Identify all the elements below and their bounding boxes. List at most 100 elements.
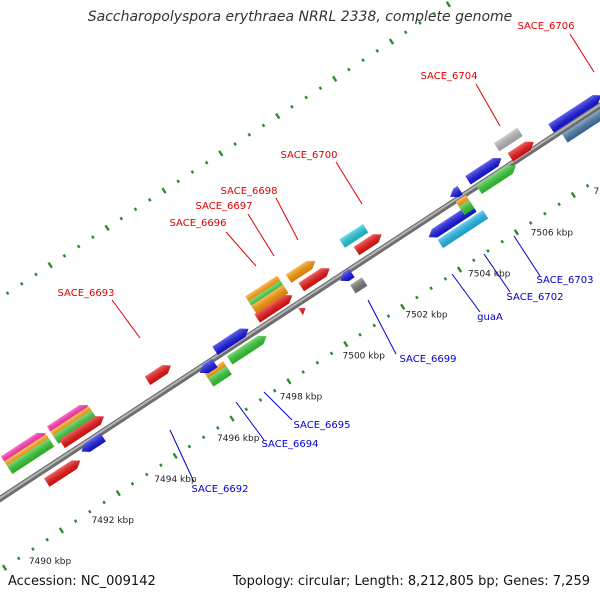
tick-mark: [62, 253, 67, 258]
tick-mark: [286, 378, 292, 385]
tick-mark: [543, 211, 547, 216]
gene-arrow-shade: [285, 260, 316, 283]
gene-feature: [44, 460, 81, 487]
gene-label: SACE_6697: [196, 201, 253, 212]
tick-mark: [471, 258, 476, 263]
gene-feature: [437, 210, 489, 249]
axis-tick-label: 7490 kbp: [29, 557, 72, 567]
gene-arrow-shade: [297, 307, 306, 317]
tick-mark: [187, 444, 192, 449]
axis-tick-label: 7506 kbp: [531, 228, 574, 238]
gene-arrow-shade: [199, 358, 218, 374]
tick-mark: [34, 272, 38, 277]
tick-mark: [161, 187, 167, 194]
tick-mark: [47, 261, 53, 269]
tick-mark: [329, 351, 334, 356]
gene-arrow-shade: [437, 210, 489, 249]
axis-tick-label: 7502 kbp: [405, 311, 448, 321]
callout-leader-line: [275, 197, 299, 241]
axis-tick-label: 7492 kbp: [92, 516, 135, 526]
gene-feature: [507, 141, 534, 162]
gene-feature: [297, 307, 306, 317]
gene-arrow-shade: [450, 186, 463, 198]
gene-label: SACE_6703: [537, 275, 594, 286]
tick-mark: [172, 452, 178, 460]
tick-mark: [358, 332, 362, 337]
gene-arrow-shade: [350, 277, 368, 294]
tick-mark: [513, 229, 520, 236]
gene-feature: [285, 260, 316, 283]
gene-label: SACE_6699: [400, 354, 457, 365]
tick-mark: [215, 426, 220, 430]
gene-arrow-shade: [455, 194, 472, 210]
tick-mark: [1, 564, 8, 571]
axis-tick-label: 7494 kbp: [154, 475, 197, 485]
gene-feature: [476, 165, 516, 194]
gene-arrow-shade: [562, 101, 600, 143]
tick-mark: [91, 235, 95, 240]
gene-feature: [458, 200, 475, 215]
tick-mark: [528, 221, 533, 225]
gene-arrow-shade: [226, 335, 267, 365]
tick-mark: [261, 123, 266, 128]
gene-feature: [339, 224, 369, 248]
gene-arrow-shade: [52, 410, 97, 444]
tick-mark: [418, 21, 422, 25]
gene-label: SACE_6700: [281, 150, 338, 161]
gene-arrow-shade: [144, 365, 171, 385]
gene-feature: [59, 416, 104, 449]
gene-feature: [212, 328, 249, 355]
tick-mark: [201, 435, 206, 440]
callout-leader-line: [513, 235, 541, 277]
gene-arrow-shade: [465, 158, 502, 185]
tick-mark: [88, 509, 92, 514]
callout-leader-line: [111, 299, 141, 339]
tick-mark: [361, 58, 365, 63]
backbone-highlight: [0, 103, 600, 500]
gene-label: SACE_6704: [421, 71, 478, 82]
gene-feature: [353, 234, 382, 256]
callout-leader-line: [235, 401, 265, 441]
gene-feature: [450, 186, 463, 198]
tick-mark: [19, 281, 24, 286]
tick-mark: [133, 207, 138, 212]
gene-feature: [562, 101, 600, 143]
tick-mark: [130, 481, 135, 486]
callout-leader-line: [451, 273, 481, 313]
tick-mark: [388, 38, 395, 45]
tick-mark: [176, 179, 181, 184]
tick-mark: [275, 112, 281, 120]
tick-mark: [415, 295, 419, 300]
callout-leader-line: [225, 231, 257, 267]
gene-label: SACE_6694: [262, 439, 319, 450]
axis-tick-label: 7498 kbp: [280, 393, 323, 403]
tick-mark: [5, 291, 10, 296]
tick-mark: [331, 75, 338, 82]
gene-feature: [254, 295, 293, 323]
gene-label: SACE_6702: [507, 292, 564, 303]
gene-feature: [207, 366, 232, 387]
tick-mark: [247, 132, 252, 137]
axis-tick-label: 7508 kbp: [593, 187, 600, 197]
axis-tick-label: 7500 kbp: [343, 352, 386, 362]
tick-mark: [244, 407, 249, 412]
map-title: Saccharopolyspora erythraea NRRL 2338, c…: [87, 9, 513, 25]
tick-mark: [456, 266, 463, 273]
accession-text: Accession: NC_009142: [8, 574, 156, 589]
axis-tick-label: 7496 kbp: [217, 434, 260, 444]
tick-mark: [432, 11, 436, 16]
genome-summary-text: Topology: circular; Length: 8,212,805 bp…: [232, 574, 590, 589]
tick-mark: [31, 547, 35, 551]
gene-label: SACE_6693: [58, 288, 115, 299]
gene-callouts: SACE_6693 SACE_6696 SACE_6697 SACE_6698 SACE…: [58, 21, 595, 495]
tick-mark: [570, 191, 576, 199]
axis-tick-label: 7504 kbp: [468, 269, 511, 279]
gene-arrow-shade: [44, 460, 81, 487]
tick-mark: [204, 160, 209, 165]
tick-mark: [343, 340, 349, 348]
tick-mark: [400, 303, 406, 310]
tick-mark: [233, 142, 237, 146]
tick-mark: [585, 183, 590, 188]
gene-feature: [52, 410, 97, 444]
